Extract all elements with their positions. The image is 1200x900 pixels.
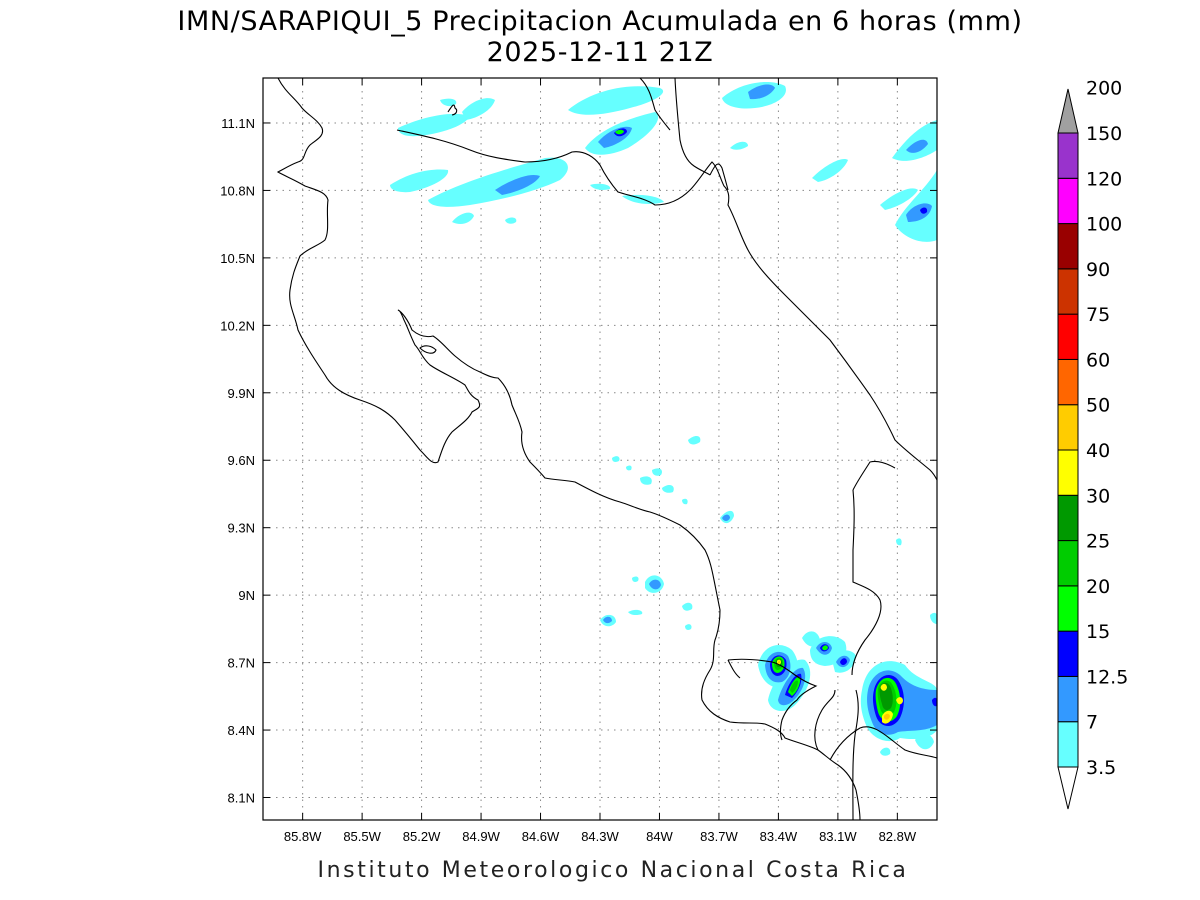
colorbar-level-label: 150 (1086, 123, 1122, 145)
map-title: IMN/SARAPIQUI_5 Precipitacion Acumulada … (177, 6, 1022, 37)
colorbar-swatch (1057, 449, 1079, 496)
coastlines-and-borders (276, 78, 937, 820)
colorbar-level-label: 200 (1086, 78, 1122, 100)
colorbar-swatch (1057, 358, 1079, 406)
colorbar-swatch (1057, 721, 1079, 768)
x-tick-label: 83.7W (700, 829, 738, 844)
map-panel: 85.8W 85.5W 85.2W 84.9W 84.6W 84.3W 84W 83.7W 83… (220, 77, 938, 844)
longitude-axis-labels: 85.8W 85.5W 85.2W 84.9W 84.6W 84.3W 84W 83.7W 83… (284, 829, 917, 844)
colorbar-level-label: 25 (1086, 531, 1110, 553)
y-tick-label: 8.7N (228, 656, 255, 671)
y-tick-label: 9.6N (228, 453, 255, 468)
colorbar-level-label: 120 (1086, 168, 1122, 190)
latitude-axis-labels: 11.1N 10.8N 10.5N 10.2N 9.9N 9.6N 9.3N 9N 8.7N 8.… (220, 116, 255, 806)
x-tick-label: 84.6W (522, 829, 560, 844)
colorbar-over-triangle (1057, 88, 1079, 134)
colorbar-level-label: 40 (1086, 440, 1110, 462)
y-tick-label: 11.1N (221, 116, 255, 131)
y-tick-label: 10.2N (220, 318, 255, 333)
colorbar-swatch (1057, 675, 1079, 723)
colorbar-under-triangle (1057, 766, 1079, 810)
colorbar-swatch (1057, 494, 1079, 542)
y-tick-label: 10.8N (220, 183, 255, 198)
colorbar-level-label: 100 (1086, 214, 1122, 236)
colorbar-swatch (1057, 540, 1079, 587)
map-subtitle-datetime: 2025-12-11 21Z (487, 37, 714, 68)
x-tick-label: 85.2W (403, 829, 441, 844)
colorbar-swatch (1057, 313, 1079, 360)
colorbar-level-label: 60 (1086, 349, 1110, 371)
colorbar-level-label: 20 (1086, 576, 1110, 598)
precip-band-40mm (778, 660, 890, 720)
colorbar-swatch (1057, 223, 1079, 270)
y-tick-label: 8.4N (228, 723, 255, 738)
colorbar-level-label: 15 (1086, 621, 1110, 643)
colorbar-level-label: 90 (1086, 259, 1110, 281)
x-tick-label: 85.5W (343, 829, 381, 844)
x-tick-label: 84W (646, 829, 673, 844)
colorbar-swatch (1057, 132, 1079, 179)
x-tick-label: 84.3W (581, 829, 619, 844)
colorbar-level-label: 50 (1086, 395, 1110, 417)
colorbar-level-label: 75 (1086, 304, 1110, 326)
y-tick-label: 9.3N (228, 521, 255, 536)
axis-ticks (263, 78, 937, 820)
colorbar-level-label: 3.5 (1086, 757, 1116, 779)
x-tick-label: 85.8W (284, 829, 322, 844)
precipitation-field (390, 82, 937, 756)
colorbar-level-label: 7 (1086, 712, 1098, 734)
colorbar-swatch (1057, 630, 1079, 677)
colorbar-swatch (1057, 268, 1079, 315)
colorbar-level-label: 12.5 (1086, 666, 1128, 688)
x-tick-label: 82.8W (879, 829, 917, 844)
x-tick-label: 83.1W (819, 829, 857, 844)
x-tick-label: 84.9W (462, 829, 500, 844)
colorbar-level-label: 30 (1086, 485, 1110, 507)
y-tick-label: 9N (238, 588, 255, 603)
colorbar-swatch (1057, 404, 1079, 451)
y-tick-label: 9.9N (228, 386, 255, 401)
y-tick-label: 10.5N (220, 251, 255, 266)
x-tick-label: 83.4W (760, 829, 798, 844)
colorbar-swatch (1057, 177, 1079, 225)
colorbar-swatch (1057, 585, 1079, 632)
footer-institution: Instituto Meteorologico Nacional Costa R… (318, 858, 909, 883)
precipitation-colorbar: 3.5 7 12.5 15 20 25 30 40 50 60 75 90 100 120 150 200 (1057, 78, 1128, 810)
y-tick-label: 8.1N (228, 791, 255, 806)
